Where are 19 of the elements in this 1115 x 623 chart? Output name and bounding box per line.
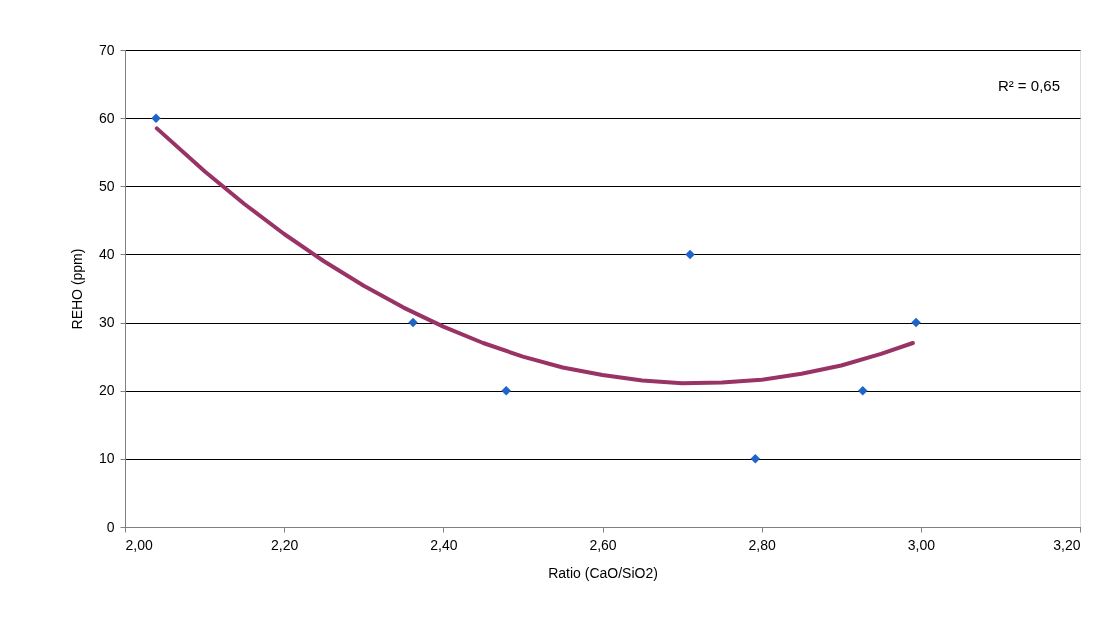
x-tick-label: 2,80 xyxy=(748,536,776,553)
line-series xyxy=(154,126,915,386)
x-axis-title: Ratio (CaO/SiO2) xyxy=(548,564,658,581)
y-tick-label: 50 xyxy=(98,177,115,194)
x-tick-label: 2,40 xyxy=(430,536,458,553)
y-tick-label: 20 xyxy=(98,382,115,399)
y-axis-title: REHO (ppm) xyxy=(68,248,85,330)
y-tick-label: 10 xyxy=(98,450,115,467)
x-tick-label: 2,60 xyxy=(589,536,617,553)
x-tick-label: 2,00 xyxy=(125,536,153,553)
x-tick-label: 2,20 xyxy=(271,536,299,553)
y-tick-label: 40 xyxy=(98,245,115,262)
annotation: R² = 0,65 xyxy=(997,77,1060,94)
x-tick-label: 3,00 xyxy=(907,536,936,553)
y-tick-label: 70 xyxy=(98,41,115,58)
y-tick-label: 0 xyxy=(106,518,115,535)
y-tick-label: 30 xyxy=(98,314,115,331)
y-tick-label: 60 xyxy=(98,109,115,126)
x-tick-label: 3,20 xyxy=(1053,536,1081,553)
